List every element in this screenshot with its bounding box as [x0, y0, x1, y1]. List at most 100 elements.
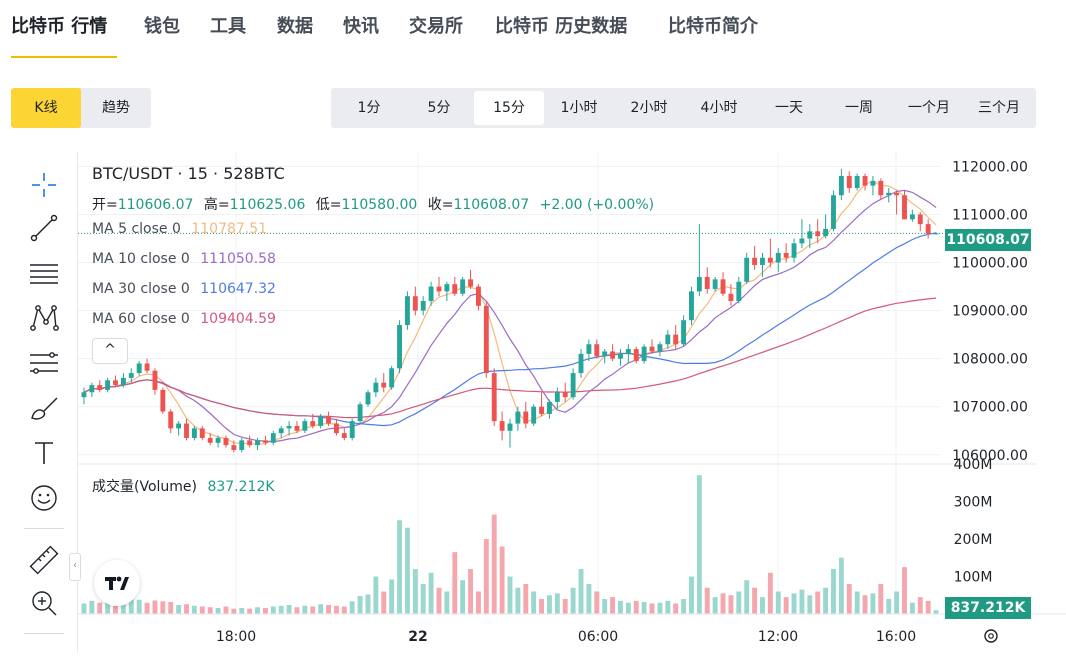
- candle: [625, 344, 631, 364]
- candle: [633, 346, 639, 364]
- chart-area[interactable]: 112000.00 111000.00 110000.00 109000.00 1080…: [78, 152, 1066, 654]
- candle: [136, 361, 142, 376]
- candle: [247, 435, 253, 448]
- trend-line-icon[interactable]: [24, 208, 64, 248]
- interval-1d-button[interactable]: 一天: [775, 100, 803, 116]
- zoom-in-icon[interactable]: [24, 583, 64, 623]
- fib-icon[interactable]: [24, 343, 64, 383]
- interval-1h-button[interactable]: 1小时: [560, 100, 598, 116]
- volume-bar: [515, 587, 521, 614]
- interval-5m-button[interactable]: 5分: [427, 100, 451, 116]
- candle: [767, 238, 773, 268]
- sidebar-collapse-handle[interactable]: ‹: [69, 553, 81, 581]
- crosshair-icon[interactable]: [24, 165, 64, 205]
- volume-bar: [712, 597, 718, 614]
- candle: [326, 411, 331, 426]
- candle: [191, 425, 197, 441]
- volume-bar: [373, 576, 379, 614]
- ruler-icon[interactable]: [24, 540, 64, 580]
- candle: [925, 219, 931, 239]
- candle: [452, 276, 458, 297]
- candle: [641, 344, 647, 364]
- volume-bar: [767, 572, 773, 614]
- nav-tab-intro[interactable]: 比特币简介: [668, 16, 758, 37]
- candle: [468, 269, 473, 289]
- volume-bar: [428, 572, 434, 614]
- volume-bar: [215, 608, 221, 614]
- candle: [586, 339, 592, 362]
- candlestick-chart[interactable]: 112000.00 111000.00 110000.00 109000.00 1080…: [78, 152, 1066, 654]
- pattern-icon[interactable]: [24, 298, 64, 338]
- volume-bar: [894, 591, 900, 614]
- nav-tab-news[interactable]: 快讯: [343, 16, 379, 37]
- price-tick-label: 107000.00: [952, 400, 1028, 416]
- ma60-legend: MA 60 close 0 109404.59: [92, 311, 276, 327]
- volume-bar: [278, 605, 284, 614]
- brush-icon[interactable]: [24, 388, 64, 428]
- volume-bar: [184, 604, 189, 614]
- volume-bar: [815, 591, 821, 614]
- candle: [373, 377, 379, 398]
- current-volume-badge: 837.212K: [945, 597, 1031, 619]
- volume-bar: [838, 557, 844, 614]
- nav-tab-tools[interactable]: 工具: [210, 16, 246, 37]
- mode-kline-button[interactable]: K线: [11, 88, 81, 128]
- mode-trend-button[interactable]: 趋势: [102, 100, 130, 116]
- candle: [286, 421, 292, 436]
- price-tick-label: 111000.00: [952, 207, 1028, 223]
- candle: [878, 178, 884, 201]
- candle: [389, 365, 395, 390]
- candle: [184, 418, 189, 441]
- candle: [554, 387, 560, 410]
- candle: [831, 190, 836, 232]
- volume-bar: [791, 593, 797, 614]
- nav-tab-history[interactable]: 比特币 历史数据: [495, 16, 628, 37]
- interval-1m-button[interactable]: 1分: [357, 100, 381, 116]
- interval-selector: 1分 5分 15分 1小时 2小时 4小时 一天 一周 一个月 三个月: [331, 88, 1036, 128]
- volume-bar: [775, 591, 781, 614]
- ma5-value: 110787.51: [191, 221, 268, 237]
- volume-bar: [562, 599, 568, 614]
- interval-3mo-button[interactable]: 三个月: [978, 100, 1020, 116]
- nav-tab-exchanges[interactable]: 交易所: [409, 16, 463, 37]
- nav-tab-data[interactable]: 数据: [277, 16, 313, 37]
- candle: [602, 349, 608, 364]
- legend-collapse-button[interactable]: ^: [92, 338, 128, 364]
- volume-bar: [341, 606, 347, 614]
- candle: [499, 411, 505, 441]
- volume-bar: [199, 606, 205, 614]
- interval-1mo-button[interactable]: 一个月: [908, 100, 950, 116]
- interval-2h-button[interactable]: 2小时: [630, 100, 668, 116]
- candle: [933, 232, 939, 235]
- tradingview-logo[interactable]: [94, 560, 140, 606]
- candle: [886, 188, 892, 203]
- nav-tab-market[interactable]: 比特币 行情: [11, 16, 108, 37]
- candle: [460, 276, 466, 297]
- candle: [728, 284, 734, 306]
- interval-15m-button[interactable]: 15分: [474, 91, 544, 125]
- volume-bar: [294, 607, 300, 614]
- volume-bar: [736, 591, 742, 614]
- volume-bar: [728, 595, 734, 614]
- time-tick-label: 16:00: [876, 629, 916, 645]
- candle: [838, 168, 844, 201]
- candle: [381, 373, 387, 393]
- candle: [562, 382, 568, 402]
- candle: [357, 401, 363, 424]
- volume-bar: [744, 580, 750, 614]
- volume-label: 成交量(Volume): [92, 479, 197, 495]
- horizontal-lines-icon[interactable]: [24, 253, 64, 293]
- text-icon[interactable]: [24, 433, 64, 473]
- interval-1w-button[interactable]: 一周: [845, 100, 873, 116]
- candle: [570, 368, 576, 400]
- candle: [775, 248, 781, 273]
- volume-bar: [483, 539, 489, 614]
- nav-tab-wallet[interactable]: 钱包: [144, 16, 180, 37]
- emoji-icon[interactable]: [24, 478, 64, 518]
- candle: [239, 437, 245, 453]
- interval-4h-button[interactable]: 4小时: [700, 100, 738, 116]
- volume-bar: [239, 608, 245, 614]
- candle: [128, 368, 134, 383]
- volume-tick-label: 400M: [954, 457, 993, 473]
- candle: [491, 368, 497, 426]
